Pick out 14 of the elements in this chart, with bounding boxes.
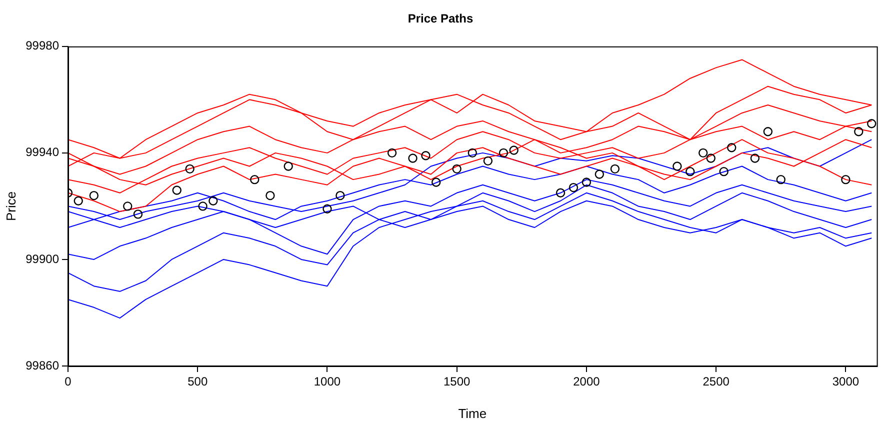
x-tick-label: 2500 [702, 374, 730, 389]
chart-title: Price Paths [408, 12, 474, 26]
y-axis-title: Price [3, 191, 18, 222]
y-tick-label: 99980 [26, 38, 60, 53]
x-tick-label: 0 [64, 374, 72, 389]
x-axis-title: Time [458, 406, 487, 421]
x-tick-label: 2000 [573, 374, 600, 389]
y-tick-label: 99860 [26, 358, 60, 372]
y-tick-label: 99940 [26, 145, 60, 160]
x-tick-label: 1000 [314, 374, 341, 389]
x-tick-label: 3000 [832, 374, 860, 389]
x-tick-label: 500 [188, 374, 208, 389]
x-tick-label: 1500 [443, 374, 471, 389]
y-tick-label: 99900 [26, 252, 60, 266]
